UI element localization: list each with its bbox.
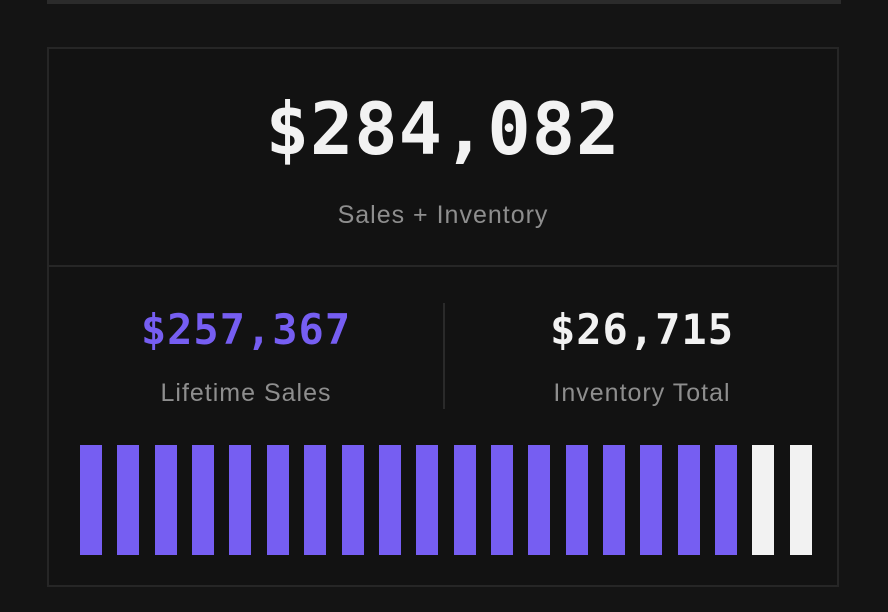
filled-bar-segment	[416, 445, 439, 555]
filled-bar-segment	[117, 445, 140, 555]
filled-bar-segment	[229, 445, 252, 555]
filled-bar-segment	[266, 445, 289, 555]
stats-divider	[443, 303, 445, 409]
filled-bar-segment	[603, 445, 626, 555]
lifetime-sales-value: $257,367	[140, 305, 352, 354]
filled-bar-segment	[378, 445, 401, 555]
filled-bar-segment	[528, 445, 551, 555]
lifetime-sales-stat: $257,367 Lifetime Sales	[49, 267, 443, 427]
total-label: Sales + Inventory	[337, 201, 549, 229]
filled-bar-segment	[453, 445, 476, 555]
filled-bar-segment	[640, 445, 663, 555]
segmented-bar-meter	[80, 445, 812, 555]
filled-bar-segment	[490, 445, 513, 555]
total-value: $284,082	[265, 87, 621, 171]
filled-bar-segment	[154, 445, 177, 555]
stats-row: $257,367 Lifetime Sales $26,715 Inventor…	[49, 267, 837, 427]
filled-bar-segment	[677, 445, 700, 555]
filled-bar-segment	[715, 445, 738, 555]
filled-bar-segment	[80, 445, 102, 555]
total-summary: $284,082 Sales + Inventory	[49, 49, 837, 267]
sales-inventory-card: $284,082 Sales + Inventory $257,367 Life…	[47, 47, 839, 587]
filled-bar-segment	[341, 445, 364, 555]
inventory-total-value: $26,715	[549, 305, 734, 354]
remaining-bar-segment	[789, 445, 812, 555]
top-strip	[47, 0, 841, 4]
filled-bar-segment	[565, 445, 588, 555]
lifetime-sales-label: Lifetime Sales	[160, 379, 332, 407]
remaining-bar-segment	[752, 445, 775, 555]
inventory-total-label: Inventory Total	[553, 379, 731, 407]
inventory-total-stat: $26,715 Inventory Total	[445, 267, 839, 427]
filled-bar-segment	[304, 445, 327, 555]
filled-bar-segment	[192, 445, 215, 555]
